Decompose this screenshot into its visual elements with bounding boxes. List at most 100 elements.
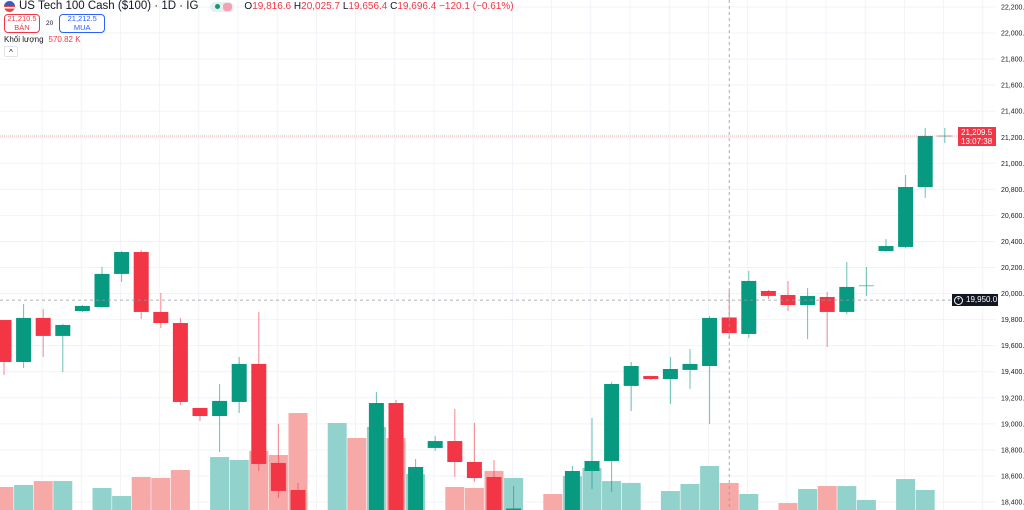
volume-legend[interactable]: Khối lượng 570.82 K — [4, 35, 81, 44]
candle[interactable] — [937, 128, 953, 143]
candle[interactable] — [682, 348, 698, 389]
volume-bar — [660, 491, 680, 510]
y-tick-label: 19,000.0 — [1001, 421, 1024, 428]
volume-bar — [896, 479, 916, 510]
candle[interactable] — [878, 238, 894, 253]
buy-price: 21,212.5 — [67, 14, 97, 23]
candle[interactable] — [35, 308, 51, 358]
collapse-legend-button[interactable]: ^ — [4, 46, 18, 57]
candle[interactable] — [780, 280, 796, 312]
candle-body — [290, 490, 306, 510]
candle[interactable] — [231, 357, 247, 414]
volume-bar — [543, 494, 563, 510]
buy-button[interactable]: 21,212.5 MUA — [59, 14, 106, 33]
candle[interactable] — [290, 482, 306, 510]
status-indicators[interactable] — [210, 1, 235, 12]
y-tick-label: 21,800.0 — [1001, 57, 1024, 64]
candle-body — [172, 323, 188, 402]
candle-body — [506, 508, 522, 510]
price-axis[interactable]: 22,200.0 22,000.0 21,800.0 21,600.0 21,400.0… — [1001, 5, 1024, 507]
high-label: H — [293, 1, 302, 12]
candle[interactable] — [643, 376, 659, 380]
candle[interactable] — [623, 361, 639, 411]
candle[interactable] — [55, 323, 71, 372]
candle[interactable] — [839, 261, 855, 315]
volume-bar — [464, 487, 484, 510]
candle[interactable] — [212, 383, 228, 452]
candle-body — [153, 311, 169, 324]
sell-button[interactable]: 21,210.5 BÁN — [4, 14, 40, 33]
candle[interactable] — [819, 292, 835, 347]
volume-bar — [700, 465, 720, 510]
candle-body — [447, 441, 463, 463]
y-tick-label: 19,600.0 — [1001, 343, 1024, 350]
volume-bar — [680, 484, 700, 510]
candle[interactable] — [408, 459, 424, 510]
candle[interactable] — [94, 267, 110, 309]
y-tick-label: 18,400.0 — [1001, 500, 1024, 507]
volume-bar — [856, 499, 876, 510]
candle-body — [55, 324, 71, 336]
volume-bar — [288, 413, 308, 510]
y-tick-label: 21,000.0 — [1001, 161, 1024, 168]
volume-bar — [92, 487, 112, 510]
candle[interactable] — [114, 250, 130, 282]
candle-body — [231, 363, 247, 402]
candle[interactable] — [604, 382, 620, 492]
volume-bar — [14, 484, 34, 510]
candle[interactable] — [74, 305, 90, 312]
symbol-title[interactable]: US Tech 100 Cash ($100) · 1D · IG — [19, 0, 199, 12]
candle[interactable] — [917, 128, 933, 198]
candle[interactable] — [16, 304, 32, 368]
candle-body — [584, 460, 600, 471]
candle[interactable] — [153, 292, 169, 328]
candle[interactable] — [388, 400, 404, 510]
volume-bar — [229, 460, 249, 510]
candle[interactable] — [192, 407, 208, 421]
volume-bar — [602, 481, 622, 510]
delayed-data-icon — [223, 2, 233, 11]
y-tick-label: 18,800.0 — [1001, 447, 1024, 454]
candle-body — [114, 252, 130, 274]
candle[interactable] — [368, 391, 384, 510]
candle[interactable] — [858, 267, 874, 296]
candle[interactable] — [270, 423, 286, 498]
low-value: 19,656.4 — [348, 1, 388, 12]
bar-countdown: 13:07:38 — [961, 137, 993, 146]
candle[interactable] — [564, 465, 580, 510]
candle[interactable] — [172, 317, 188, 405]
candle[interactable] — [447, 408, 463, 477]
candle[interactable] — [506, 485, 522, 510]
candle[interactable] — [466, 422, 482, 482]
plus-circle-icon[interactable]: + — [954, 295, 963, 305]
candle-body — [898, 187, 914, 247]
candle[interactable] — [741, 270, 757, 338]
high-value: 20,025.7 — [301, 1, 341, 12]
change-value: −120.1 (−0.61%) — [439, 1, 514, 12]
candle[interactable] — [0, 320, 12, 375]
us-flag-icon — [4, 1, 15, 12]
candle[interactable] — [133, 249, 149, 319]
candle-body — [643, 376, 659, 380]
candle[interactable] — [898, 174, 914, 248]
candle[interactable] — [800, 287, 816, 340]
candle-body — [800, 295, 816, 306]
volume-bar — [739, 494, 759, 510]
candle[interactable] — [486, 459, 502, 510]
y-tick-label: 20,600.0 — [1001, 213, 1024, 220]
candle[interactable] — [662, 357, 678, 405]
crosshair-price: 19,950.0 — [966, 295, 998, 304]
y-tick-label: 21,400.0 — [1001, 109, 1024, 116]
y-tick-label: 19,800.0 — [1001, 317, 1024, 324]
candle[interactable] — [702, 315, 718, 424]
volume-bar — [210, 457, 230, 510]
volume-bar — [798, 489, 818, 510]
candle[interactable] — [584, 417, 600, 489]
spread: 20 — [46, 20, 54, 27]
candle-body — [212, 400, 228, 417]
candle[interactable] — [251, 311, 267, 471]
candle[interactable] — [427, 435, 443, 451]
volume-bar — [778, 503, 798, 510]
candle[interactable] — [760, 289, 776, 299]
